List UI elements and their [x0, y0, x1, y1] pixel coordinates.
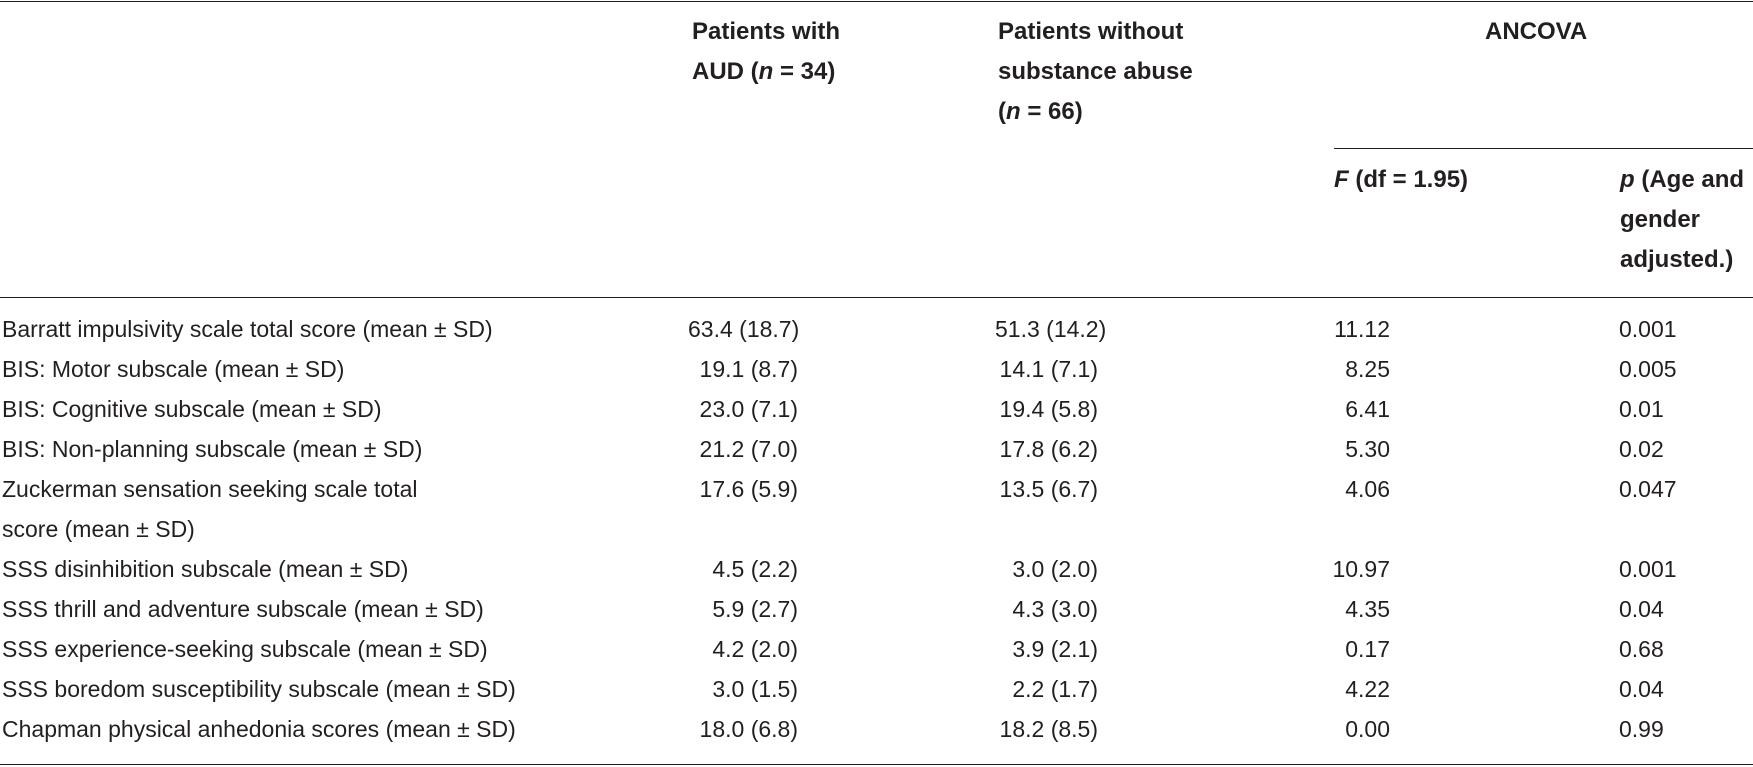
no-substance-value-cell: 19.4 (5.8)	[999, 396, 1098, 422]
p-value-cell: 0.99	[1619, 716, 1664, 742]
no-substance-value-cell: 3.9 (2.1)	[1012, 636, 1098, 662]
ancova-underline	[1334, 148, 1753, 149]
table-row: SSS thrill and adventure subscale (mean …	[0, 589, 1753, 629]
aud-value-cell: 17.6 (5.9)	[699, 476, 798, 502]
p-value-cell: 0.001	[1619, 316, 1677, 342]
column-header-p: p (Age and gender adjusted.)	[1620, 166, 1745, 273]
f-value-cell: 11.12	[1334, 316, 1390, 342]
nosub-header-line3: (n = 66)	[998, 98, 1083, 125]
f-value-cell: 5.30	[1345, 436, 1390, 462]
p-value-cell: 0.02	[1619, 436, 1664, 462]
p-value-cell: 0.04	[1619, 676, 1664, 702]
p-value-cell: 0.001	[1619, 556, 1677, 582]
aud-value-cell: 63.4 (18.7)	[688, 316, 800, 342]
f-value-cell: 4.35	[1345, 596, 1390, 622]
table-row: Chapman physical anhedonia scores (mean …	[0, 709, 1753, 749]
f-value-cell: 4.06	[1345, 476, 1390, 502]
table-row: Zuckerman sensation seeking scale total s…	[0, 469, 1753, 549]
column-header-no-substance: Patients without substance abuse (n = 66…	[998, 12, 1238, 132]
row-label: BIS: Non-planning subscale (mean ± SD)	[2, 436, 423, 462]
f-value-cell: 10.97	[1332, 556, 1390, 582]
table-row: SSS experience-seeking subscale (mean ± …	[0, 629, 1753, 669]
no-substance-value-cell: 51.3 (14.2)	[995, 316, 1107, 342]
column-header-f: F (df = 1.95)	[1334, 166, 1469, 193]
no-substance-value-cell: 4.3 (3.0)	[1012, 596, 1098, 622]
header-bottom-rule	[0, 297, 1753, 298]
aud-value-cell: 4.5 (2.2)	[712, 556, 798, 582]
nosub-header-line1: Patients without	[998, 18, 1184, 45]
no-substance-value-cell: 14.1 (7.1)	[999, 356, 1098, 382]
table-row: Barratt impulsivity scale total score (m…	[0, 309, 1753, 349]
no-substance-value-cell: 2.2 (1.7)	[1012, 676, 1098, 702]
aud-value-cell: 19.1 (8.7)	[699, 356, 798, 382]
p-value-cell: 0.68	[1619, 636, 1664, 662]
aud-header-line1: Patients with	[692, 18, 841, 45]
table-row: BIS: Cognitive subscale (mean ± SD) 23.0 …	[0, 389, 1753, 429]
aud-value-cell: 18.0 (6.8)	[699, 716, 798, 742]
column-header-ancova: ANCOVA	[1485, 18, 1588, 45]
table-row: SSS disinhibition subscale (mean ± SD) 4.…	[0, 549, 1753, 589]
aud-header-line2: AUD (n = 34)	[692, 58, 836, 85]
no-substance-value-cell: 17.8 (6.2)	[999, 436, 1098, 462]
row-label: SSS thrill and adventure subscale (mean …	[2, 596, 484, 622]
row-label: Chapman physical anhedonia scores (mean …	[2, 716, 516, 742]
table-row: SSS boredom susceptibility subscale (mea…	[0, 669, 1753, 709]
row-label: BIS: Motor subscale (mean ± SD)	[2, 356, 345, 382]
aud-value-cell: 5.9 (2.7)	[712, 596, 798, 622]
no-substance-value-cell: 3.0 (2.0)	[1012, 556, 1098, 582]
row-label: SSS disinhibition subscale (mean ± SD)	[2, 556, 409, 582]
row-label: SSS boredom susceptibility subscale (mea…	[2, 676, 516, 702]
aud-value-cell: 3.0 (1.5)	[712, 676, 798, 702]
nosub-header-line2: substance abuse	[998, 58, 1193, 85]
row-label: Barratt impulsivity scale total score (m…	[2, 316, 493, 342]
row-label: Zuckerman sensation seeking scale total s…	[2, 476, 418, 542]
p-value-cell: 0.04	[1619, 596, 1664, 622]
table-bottom-rule	[0, 764, 1753, 765]
table-row: BIS: Non-planning subscale (mean ± SD) 21…	[0, 429, 1753, 469]
no-substance-value-cell: 18.2 (8.5)	[999, 716, 1098, 742]
row-label: SSS experience-seeking subscale (mean ± …	[2, 636, 488, 662]
p-value-cell: 0.005	[1619, 356, 1677, 382]
row-label: BIS: Cognitive subscale (mean ± SD)	[2, 396, 382, 422]
table-body: Barratt impulsivity scale total score (m…	[0, 309, 1753, 749]
f-value-cell: 6.41	[1345, 396, 1390, 422]
aud-value-cell: 21.2 (7.0)	[699, 436, 798, 462]
f-value-cell: 0.17	[1345, 636, 1390, 662]
p-value-cell: 0.047	[1619, 476, 1677, 502]
table-top-rule	[0, 1, 1753, 2]
aud-value-cell: 4.2 (2.0)	[712, 636, 798, 662]
column-header-aud: Patients with AUD (n = 34)	[692, 12, 932, 92]
f-value-cell: 4.22	[1345, 676, 1390, 702]
f-value-cell: 0.00	[1345, 716, 1390, 742]
p-value-cell: 0.01	[1619, 396, 1664, 422]
f-value-cell: 8.25	[1345, 356, 1390, 382]
table-row: BIS: Motor subscale (mean ± SD) 19.1 (8.7…	[0, 349, 1753, 389]
no-substance-value-cell: 13.5 (6.7)	[999, 476, 1098, 502]
aud-value-cell: 23.0 (7.1)	[699, 396, 798, 422]
